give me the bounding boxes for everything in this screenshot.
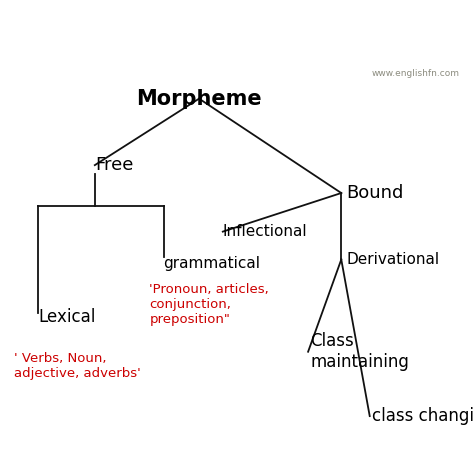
Text: Lexical: Lexical xyxy=(38,309,95,327)
Text: Types of Morpheme: Types of Morpheme xyxy=(122,12,352,33)
Text: Morpheme: Morpheme xyxy=(136,89,262,109)
Text: www.englishfn.com: www.englishfn.com xyxy=(372,69,460,78)
Text: Derivational: Derivational xyxy=(346,252,439,267)
Text: class changing: class changing xyxy=(372,407,474,425)
Text: Class
maintaining: Class maintaining xyxy=(310,332,410,371)
Text: 'Pronoun, articles,
conjunction,
preposition": 'Pronoun, articles, conjunction, preposi… xyxy=(149,283,269,326)
Text: ' Verbs, Noun,
adjective, adverbs': ' Verbs, Noun, adjective, adverbs' xyxy=(14,352,141,380)
Text: Bound: Bound xyxy=(346,184,403,202)
Text: grammatical: grammatical xyxy=(164,256,261,271)
Text: Free: Free xyxy=(95,156,133,174)
Text: Inflectional: Inflectional xyxy=(223,224,308,239)
